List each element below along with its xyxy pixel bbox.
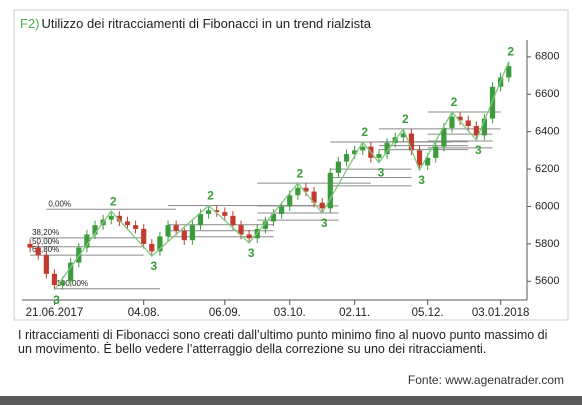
candle-body bbox=[433, 146, 439, 158]
candle-body bbox=[303, 187, 309, 192]
title-prefix: F2) bbox=[20, 16, 40, 31]
chart-frame bbox=[13, 9, 569, 321]
candle-body bbox=[287, 195, 293, 207]
candle-body bbox=[465, 120, 471, 127]
wave-label: 3 bbox=[378, 166, 385, 180]
candle-body bbox=[352, 150, 358, 155]
candle-body bbox=[376, 154, 382, 158]
fib-label: 61,80% bbox=[32, 245, 59, 254]
x-tick-label: 06.09. bbox=[209, 307, 241, 319]
x-tick-label: 05.12. bbox=[412, 307, 444, 319]
bottom-band bbox=[0, 396, 582, 405]
candle-body bbox=[473, 126, 479, 136]
x-tick-label: 02.11. bbox=[339, 307, 370, 319]
source: Fonte: www.agenatrader.com bbox=[407, 373, 564, 387]
zigzag bbox=[53, 61, 510, 291]
candle-body bbox=[157, 236, 163, 252]
candle-body bbox=[116, 215, 122, 222]
candle-body bbox=[230, 215, 236, 226]
wave-label: 3 bbox=[475, 143, 482, 157]
candle-body bbox=[92, 225, 98, 235]
candle-body bbox=[335, 161, 341, 173]
wave-label: 3 bbox=[248, 246, 255, 260]
candle-body bbox=[27, 243, 33, 248]
candle-body bbox=[343, 154, 350, 162]
candle-body bbox=[506, 66, 512, 78]
candle-body bbox=[327, 172, 333, 209]
y-tick-label: 6600 bbox=[535, 88, 559, 100]
wave-label: 3 bbox=[321, 216, 328, 230]
x-tick-label: 03.10. bbox=[274, 307, 306, 319]
candle-body bbox=[408, 133, 415, 151]
y-tick-label: 5600 bbox=[535, 275, 559, 287]
y-tick-label: 6400 bbox=[535, 126, 559, 138]
candle-body bbox=[108, 215, 114, 220]
candle-body bbox=[416, 150, 423, 166]
candle-body bbox=[360, 146, 366, 151]
candle-body bbox=[384, 142, 390, 155]
wave-label: 3 bbox=[150, 259, 157, 273]
y-tick-label: 6000 bbox=[535, 200, 559, 212]
candle-body bbox=[43, 255, 49, 274]
candle-body bbox=[149, 243, 155, 252]
chart-title: F2) Utilizzo dei ritracciamenti di Fibona… bbox=[20, 16, 372, 31]
candle-body bbox=[197, 213, 204, 226]
candle-body bbox=[441, 127, 447, 147]
candle-body bbox=[400, 133, 406, 138]
candle-body bbox=[425, 157, 431, 166]
candle-body bbox=[124, 221, 131, 226]
wave-label: 2 bbox=[507, 45, 514, 59]
candle-body bbox=[68, 262, 74, 282]
candle-body bbox=[279, 206, 285, 214]
wave-label: 2 bbox=[207, 189, 214, 203]
candle-body bbox=[214, 210, 220, 213]
candle-body bbox=[262, 221, 268, 229]
x-tick-label: 04.08. bbox=[128, 307, 160, 319]
wave-label: 3 bbox=[418, 173, 425, 187]
candle-body bbox=[238, 225, 244, 235]
y-tick-label: 5800 bbox=[535, 238, 559, 250]
wave-label: 3 bbox=[53, 293, 60, 307]
candle-body bbox=[319, 202, 325, 209]
candle-body bbox=[181, 230, 187, 241]
candle-body bbox=[246, 234, 252, 239]
candle-body bbox=[51, 273, 58, 286]
candle-body bbox=[206, 210, 212, 214]
title-text: Utilizzo dei ritracciamenti di Fibonacci… bbox=[42, 16, 372, 31]
candle-body bbox=[59, 281, 66, 286]
candle-body bbox=[481, 118, 488, 136]
x-tick-label: 21.06.2017 bbox=[26, 307, 84, 319]
candle-body bbox=[457, 116, 463, 121]
x-tick-label: 03.01.2018 bbox=[472, 307, 530, 319]
candle-body bbox=[449, 116, 455, 128]
wave-label: 2 bbox=[296, 166, 303, 180]
wave-label: 2 bbox=[451, 95, 458, 109]
fib-label: 0,00% bbox=[48, 199, 71, 208]
candle-body bbox=[35, 247, 41, 256]
y-tick-label: 6800 bbox=[535, 51, 559, 63]
wave-label: 2 bbox=[361, 125, 368, 139]
candle-body bbox=[84, 234, 90, 248]
fib-label: 50,00% bbox=[32, 237, 59, 246]
wave-label: 2 bbox=[402, 112, 409, 126]
chart: F2) Utilizzo dei ritracciamenti di Fibona… bbox=[13, 9, 569, 321]
candle-body bbox=[189, 225, 195, 241]
candle-body bbox=[270, 213, 277, 222]
candle-body bbox=[489, 86, 496, 119]
candle-body bbox=[165, 225, 171, 237]
wave-label: 2 bbox=[110, 194, 117, 208]
candle-body bbox=[173, 225, 179, 231]
candle-body bbox=[222, 212, 228, 216]
fib-label: 100,00% bbox=[56, 279, 88, 288]
candle-body bbox=[311, 191, 317, 203]
caption: I ritracciamenti di Fibonacci sono creat… bbox=[18, 328, 548, 356]
candle-body bbox=[132, 225, 139, 229]
y-tick-label: 6200 bbox=[535, 163, 559, 175]
candle-body bbox=[141, 228, 147, 244]
candle-body bbox=[295, 187, 301, 196]
fib-label: 38,20% bbox=[32, 228, 59, 237]
